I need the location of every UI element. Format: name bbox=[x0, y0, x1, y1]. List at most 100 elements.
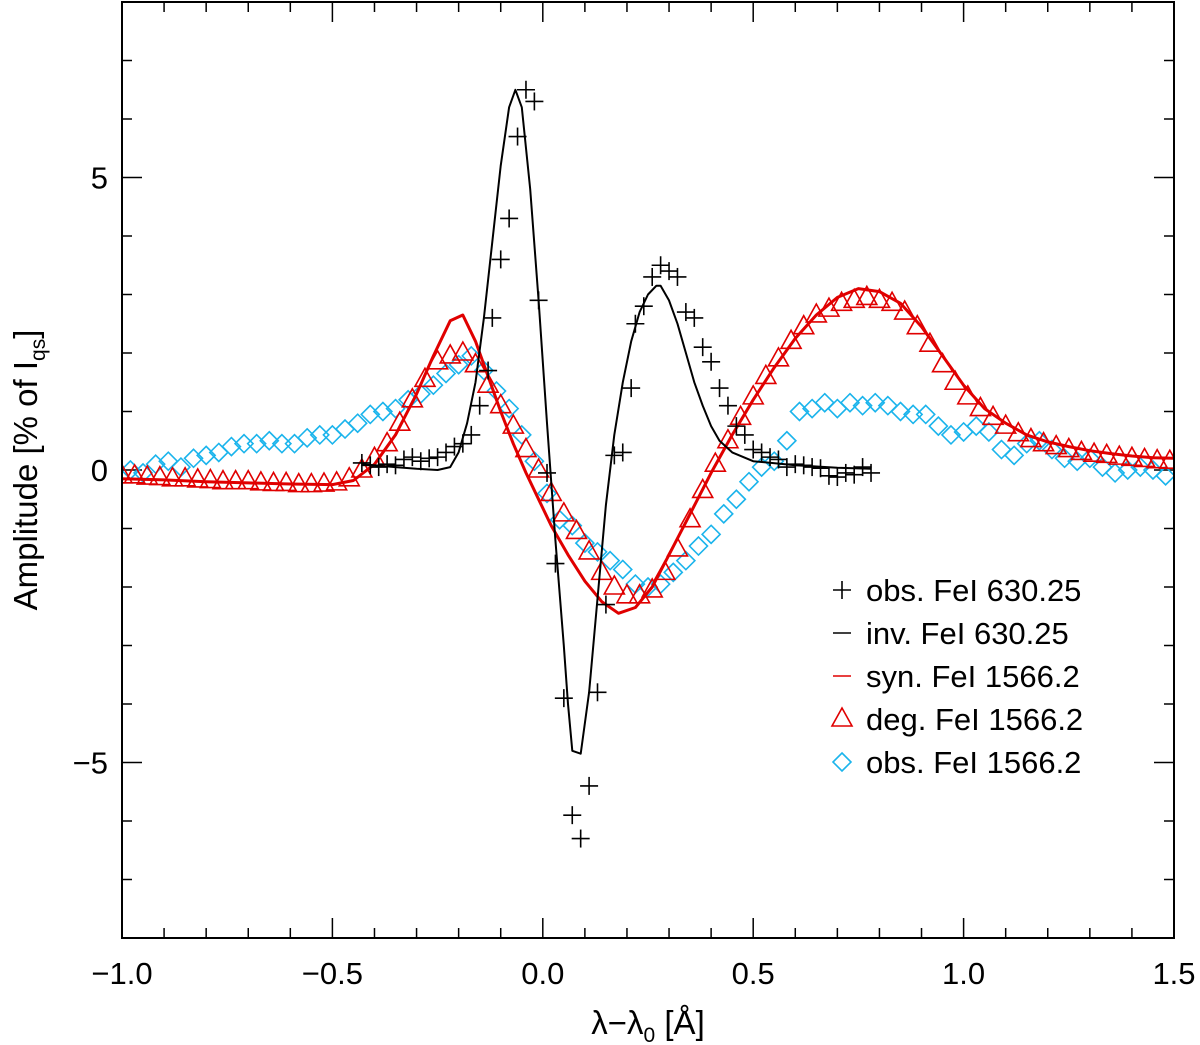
data-point bbox=[1130, 456, 1151, 478]
data-point bbox=[830, 290, 853, 312]
y-tick-label: −5 bbox=[73, 746, 108, 781]
data-point bbox=[577, 539, 601, 560]
data-point bbox=[211, 469, 235, 490]
data-point bbox=[538, 463, 557, 482]
legend-swatch bbox=[830, 706, 854, 727]
axis-ticks bbox=[121, 1, 1175, 939]
data-point bbox=[710, 379, 729, 398]
data-point bbox=[918, 331, 942, 353]
data-point bbox=[969, 395, 992, 417]
data-point bbox=[612, 559, 633, 580]
data-point bbox=[224, 469, 247, 490]
x-tick-label: 0.5 bbox=[732, 956, 775, 991]
legend: obs. FeI 630.25 inv. FeI 630.25 syn. FeI 1… bbox=[830, 573, 1083, 780]
plot-frame bbox=[121, 1, 1175, 939]
data-point bbox=[718, 396, 737, 415]
data-point bbox=[615, 583, 639, 604]
legend-label: syn. FeI 1566.2 bbox=[866, 659, 1080, 694]
legend-label: deg. FeI 1566.2 bbox=[866, 702, 1083, 737]
data-point bbox=[776, 430, 797, 451]
data-point bbox=[735, 425, 754, 444]
data-point bbox=[852, 395, 873, 416]
data-point bbox=[1104, 462, 1126, 484]
legend-label: obs. FeI 1566.2 bbox=[866, 745, 1081, 780]
data-point bbox=[372, 401, 394, 422]
data-point bbox=[622, 379, 641, 398]
data-point bbox=[274, 470, 298, 492]
data-point bbox=[865, 392, 886, 413]
data-point bbox=[500, 209, 519, 228]
data-point bbox=[777, 458, 796, 477]
data-point bbox=[325, 470, 348, 491]
data-point bbox=[588, 683, 607, 702]
data-point bbox=[479, 361, 498, 380]
data-point bbox=[552, 501, 576, 522]
data-point bbox=[448, 354, 469, 375]
data-point bbox=[605, 446, 624, 465]
x-tick-label: −1.0 bbox=[91, 956, 152, 991]
data-point bbox=[599, 550, 621, 571]
data-point bbox=[428, 448, 447, 467]
data-point bbox=[284, 433, 305, 454]
data-point bbox=[394, 450, 413, 469]
legend-label: obs. FeI 630.25 bbox=[866, 573, 1081, 608]
data-point bbox=[297, 427, 318, 448]
data-point bbox=[122, 463, 134, 484]
data-point bbox=[246, 433, 267, 454]
data-point bbox=[483, 308, 502, 327]
data-point bbox=[981, 404, 1005, 426]
data-point bbox=[501, 413, 525, 434]
data-point bbox=[403, 448, 422, 467]
data-point bbox=[668, 267, 687, 286]
series-obs-fei-1566-2 bbox=[122, 345, 1174, 598]
data-point bbox=[905, 314, 929, 335]
data-point bbox=[524, 451, 545, 472]
legend-item: obs. FeI 1566.2 bbox=[831, 745, 1081, 780]
series-inv-fei-630-25 bbox=[361, 88, 872, 755]
data-point bbox=[769, 450, 788, 469]
data-point bbox=[462, 425, 481, 444]
data-point bbox=[322, 424, 343, 446]
y-axis-label: Amplitude [% of Iqs] bbox=[7, 330, 50, 611]
data-point bbox=[451, 340, 475, 361]
data-point bbox=[352, 453, 371, 472]
data-point bbox=[546, 554, 565, 573]
data-point bbox=[259, 430, 280, 451]
data-point bbox=[966, 415, 987, 437]
x-tick-label: 1.0 bbox=[942, 956, 985, 991]
data-point bbox=[385, 398, 406, 419]
data-point bbox=[199, 467, 222, 489]
y-tick-label: 5 bbox=[91, 161, 108, 196]
data-point bbox=[691, 477, 715, 499]
data-point bbox=[347, 413, 368, 434]
legend-label: inv. FeI 630.25 bbox=[866, 616, 1069, 651]
data-point bbox=[388, 410, 412, 432]
data-point bbox=[350, 457, 374, 478]
data-point bbox=[413, 366, 437, 388]
data-point bbox=[940, 424, 962, 446]
data-point bbox=[514, 436, 538, 458]
legend-item: syn. FeI 1566.2 bbox=[833, 659, 1080, 694]
data-point bbox=[634, 297, 653, 316]
data-point bbox=[527, 457, 550, 478]
data-point bbox=[814, 392, 835, 413]
data-point bbox=[675, 550, 697, 571]
data-point bbox=[148, 464, 172, 486]
legend-item: deg. FeI 1566.2 bbox=[830, 702, 1083, 737]
data-point bbox=[828, 468, 847, 487]
data-point bbox=[334, 418, 356, 440]
legend-swatch bbox=[831, 751, 853, 773]
legend-item: inv. FeI 630.25 bbox=[833, 616, 1069, 651]
data-point bbox=[877, 395, 898, 416]
data-point bbox=[516, 80, 535, 99]
data-point bbox=[726, 489, 747, 510]
data-point bbox=[123, 463, 146, 484]
axis-tick-labels: −1.0 −0.5 0.0 0.5 1.0 1.5 −5 0 5 bbox=[73, 161, 1196, 992]
x-tick-label: −0.5 bbox=[302, 956, 363, 991]
data-point bbox=[423, 375, 444, 396]
data-point bbox=[499, 398, 520, 419]
data-point bbox=[511, 424, 532, 446]
data-point bbox=[1041, 439, 1063, 460]
data-point bbox=[678, 507, 702, 528]
x-axis-label: λ−λ0 [Å] bbox=[591, 1004, 705, 1045]
